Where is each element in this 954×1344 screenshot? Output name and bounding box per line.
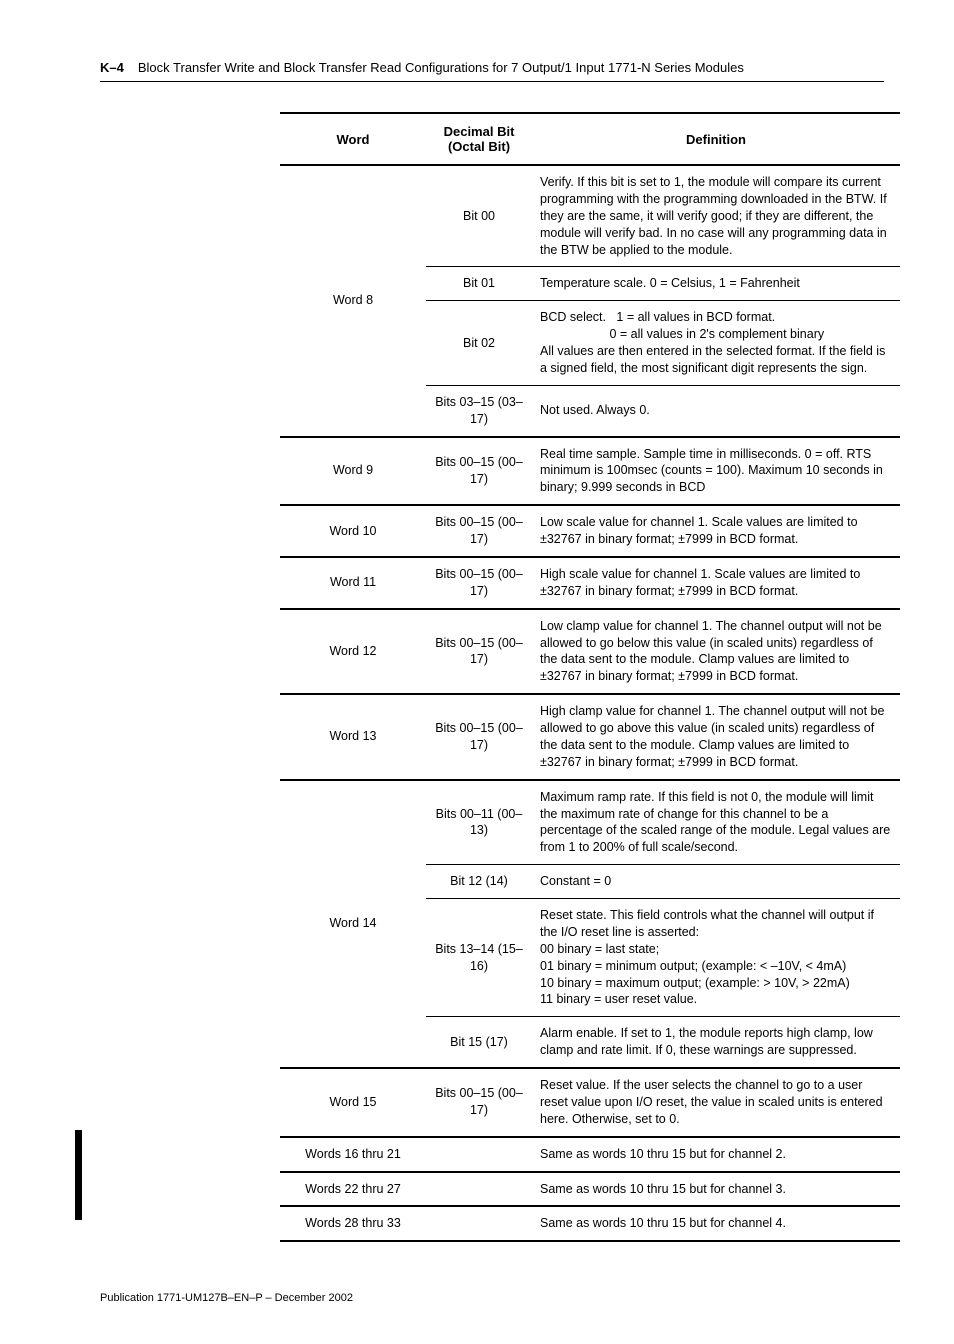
definition-cell: Same as words 10 thru 15 but for channel…	[532, 1137, 900, 1172]
word-cell: Word 8	[280, 165, 426, 437]
bit-cell	[426, 1206, 532, 1241]
word-cell: Word 13	[280, 694, 426, 780]
definition-cell: High clamp value for channel 1. The chan…	[532, 694, 900, 780]
config-table: Word Decimal Bit (Octal Bit) Definition …	[280, 112, 900, 1242]
bit-cell: Bits 00–15 (00–17)	[426, 1068, 532, 1137]
bit-cell: Bits 13–14 (15–16)	[426, 899, 532, 1017]
bit-cell: Bits 00–11 (00–13)	[426, 780, 532, 865]
definition-cell: Maximum ramp rate. If this field is not …	[532, 780, 900, 865]
definition-cell: High scale value for channel 1. Scale va…	[532, 557, 900, 609]
col-def: Definition	[532, 113, 900, 165]
definition-cell: Same as words 10 thru 15 but for channel…	[532, 1206, 900, 1241]
word-cell: Word 9	[280, 437, 426, 506]
definition-cell: Same as words 10 thru 15 but for channel…	[532, 1172, 900, 1207]
definition-cell: Alarm enable. If set to 1, the module re…	[532, 1017, 900, 1068]
change-bar	[75, 1130, 82, 1220]
publication-footer: Publication 1771-UM127B–EN–P – December …	[100, 1292, 884, 1304]
table-row: Word 10Bits 00–15 (00–17)Low scale value…	[280, 505, 900, 557]
table-row: Word 9Bits 00–15 (00–17)Real time sample…	[280, 437, 900, 506]
col-bit: Decimal Bit (Octal Bit)	[426, 113, 532, 165]
bit-cell: Bits 00–15 (00–17)	[426, 694, 532, 780]
definition-cell: Constant = 0	[532, 865, 900, 899]
table-row: Word 11Bits 00–15 (00–17)High scale valu…	[280, 557, 900, 609]
bit-cell: Bits 03–15 (03–17)	[426, 385, 532, 436]
table-row: Words 28 thru 33 Same as words 10 thru 15…	[280, 1206, 900, 1241]
bit-cell: Bit 15 (17)	[426, 1017, 532, 1068]
word-cell: Word 15	[280, 1068, 426, 1137]
word-cell: Word 11	[280, 557, 426, 609]
table-row: Word 13Bits 00–15 (00–17)High clamp valu…	[280, 694, 900, 780]
table-row: Words 16 thru 21 Same as words 10 thru 15…	[280, 1137, 900, 1172]
bit-cell: Bits 00–15 (00–17)	[426, 609, 532, 695]
page-title: Block Transfer Write and Block Transfer …	[138, 60, 744, 75]
bit-cell: Bit 02	[426, 301, 532, 386]
definition-cell: Reset state. This field controls what th…	[532, 899, 900, 1017]
bit-cell: Bit 12 (14)	[426, 865, 532, 899]
word-cell: Words 16 thru 21	[280, 1137, 426, 1172]
col-word: Word	[280, 113, 426, 165]
bit-cell	[426, 1172, 532, 1207]
definition-cell: Verify. If this bit is set to 1, the mod…	[532, 165, 900, 267]
bit-cell: Bits 00–15 (00–17)	[426, 505, 532, 557]
table-row: Word 15Bits 00–15 (00–17)Reset value. If…	[280, 1068, 900, 1137]
word-cell: Word 10	[280, 505, 426, 557]
table-row: Words 22 thru 27 Same as words 10 thru 15…	[280, 1172, 900, 1207]
page-number: K–4	[100, 60, 124, 75]
word-cell: Words 22 thru 27	[280, 1172, 426, 1207]
word-cell: Words 28 thru 33	[280, 1206, 426, 1241]
bit-cell: Bits 00–15 (00–17)	[426, 437, 532, 506]
page-header: K–4 Block Transfer Write and Block Trans…	[100, 60, 884, 82]
definition-cell: BCD select. 1 = all values in BCD format…	[532, 301, 900, 386]
word-cell: Word 14	[280, 780, 426, 1068]
page-content: K–4 Block Transfer Write and Block Trans…	[0, 0, 954, 1344]
table-row: Word 14Bits 00–11 (00–13)Maximum ramp ra…	[280, 780, 900, 865]
word-cell: Word 12	[280, 609, 426, 695]
definition-cell: Temperature scale. 0 = Celsius, 1 = Fahr…	[532, 267, 900, 301]
definition-cell: Not used. Always 0.	[532, 385, 900, 436]
bit-cell: Bit 01	[426, 267, 532, 301]
definition-cell: Reset value. If the user selects the cha…	[532, 1068, 900, 1137]
definition-cell: Low clamp value for channel 1. The chann…	[532, 609, 900, 695]
bit-cell: Bit 00	[426, 165, 532, 267]
definition-cell: Low scale value for channel 1. Scale val…	[532, 505, 900, 557]
table-row: Word 12Bits 00–15 (00–17)Low clamp value…	[280, 609, 900, 695]
bit-cell: Bits 00–15 (00–17)	[426, 557, 532, 609]
definition-cell: Real time sample. Sample time in millise…	[532, 437, 900, 506]
table-row: Word 8Bit 00Verify. If this bit is set t…	[280, 165, 900, 267]
table-header-row: Word Decimal Bit (Octal Bit) Definition	[280, 113, 900, 165]
bit-cell	[426, 1137, 532, 1172]
